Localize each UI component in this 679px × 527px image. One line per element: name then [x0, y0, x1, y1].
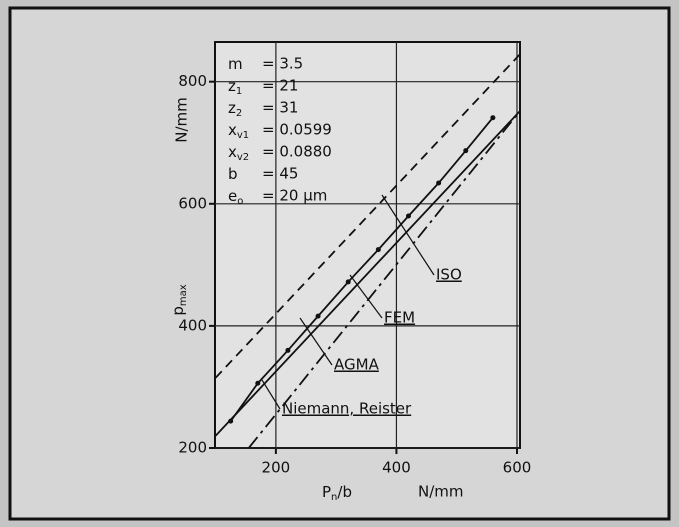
leader-line [349, 274, 383, 319]
parameter: z1 [228, 77, 242, 98]
parameter-value: = 21 [262, 77, 298, 95]
parameter-sub: o [237, 196, 243, 207]
parameter: eo [228, 187, 243, 208]
parameter-symbol: b [228, 165, 238, 183]
x-axis-unit: N/mm [418, 483, 464, 501]
data-point [375, 247, 381, 253]
x-tick-label: 200 [262, 459, 291, 477]
data-point [463, 148, 469, 154]
parameter: b [228, 165, 238, 183]
y-tick-label: 800 [178, 72, 207, 90]
data-point [345, 279, 351, 285]
parameter: xv2 [228, 143, 249, 164]
series-label: ISO [436, 266, 462, 284]
series-label: Niemann, Reister [282, 400, 412, 418]
x-tick-label: 600 [503, 459, 532, 477]
series-label: FEM [384, 309, 415, 327]
parameter-sub: v2 [237, 152, 249, 163]
parameter-value: = 45 [262, 165, 298, 183]
parameter-sub: v1 [237, 130, 249, 141]
parameter-sub: 2 [236, 108, 242, 119]
series-label: AGMA [334, 356, 380, 374]
y-tick-label: 600 [178, 194, 207, 212]
series-line [248, 110, 520, 448]
y-tick-label: 400 [178, 316, 207, 334]
y-axis-unit: N/mm [173, 97, 191, 143]
y-axis-label: pmax [169, 284, 190, 315]
y-tick-label: 200 [178, 439, 207, 457]
parameter-value: = 31 [262, 99, 298, 117]
parameter-symbol: e [228, 187, 237, 205]
data-point [285, 347, 291, 353]
data-point [436, 180, 442, 186]
plot-area [214, 41, 521, 449]
data-point [405, 213, 411, 219]
leader-line [261, 379, 281, 410]
x-label-rest: /b [337, 483, 352, 501]
x-label-sub: n [331, 492, 337, 503]
leader-line [381, 194, 435, 276]
x-tick-label: 400 [382, 459, 411, 477]
leader-line [299, 317, 333, 366]
parameter-symbol: x [228, 143, 237, 161]
parameter: xv1 [228, 121, 249, 142]
y-label-symbol: p [169, 306, 187, 316]
series-line [215, 110, 520, 437]
parameter-symbol: z [228, 99, 236, 117]
parameter-value: = 0.0599 [262, 121, 332, 139]
parameter-symbol: m [228, 55, 243, 73]
y-label-sub: max [178, 284, 189, 306]
series-line [229, 117, 494, 422]
parameter-value: = 3.5 [262, 55, 303, 73]
data-point [315, 313, 321, 319]
parameter: z2 [228, 99, 242, 120]
x-axis-label: Pn/b [322, 483, 352, 504]
data-point [255, 380, 261, 386]
parameter-symbol: z [228, 77, 236, 95]
parameter-symbol: x [228, 121, 237, 139]
x-label-symbol: P [322, 483, 331, 501]
parameter-value: = 20 µm [262, 187, 327, 205]
data-point [490, 115, 496, 121]
parameter-value: = 0.0880 [262, 143, 332, 161]
parameter: m [228, 55, 243, 73]
parameter-sub: 1 [236, 86, 242, 97]
